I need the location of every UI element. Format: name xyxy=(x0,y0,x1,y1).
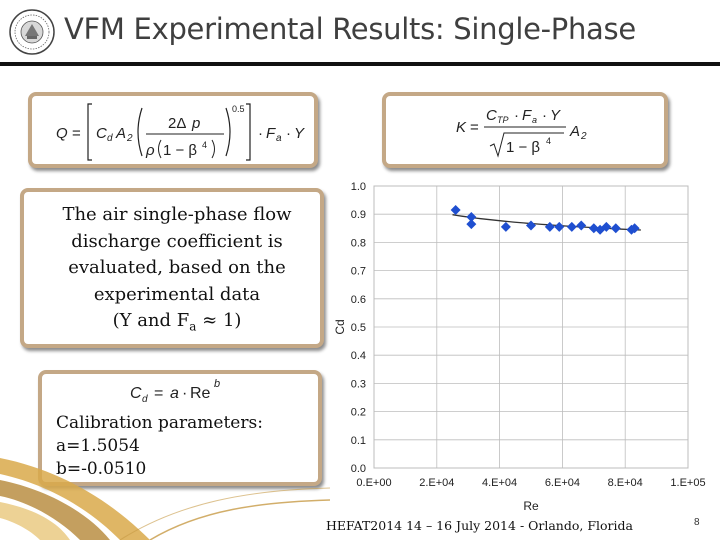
data-point xyxy=(526,220,536,231)
y-axis-ticks: 0.0 0.1 0.2 0.3 0.4 0.5 0.6 0.7 0.8 0.9 1.0 xyxy=(351,181,366,475)
svg-text:1 − β: 1 − β xyxy=(163,142,197,159)
footer-text: HEFAT2014 14 – 16 July 2014 - Orlando, F… xyxy=(326,518,633,533)
y-tick-label: 0.3 xyxy=(351,378,366,390)
description-box xyxy=(20,188,324,348)
x-tick-label: 2.E+04 xyxy=(419,477,454,489)
svg-text:C: C xyxy=(486,107,497,124)
y-tick-label: 0.6 xyxy=(351,294,366,306)
svg-text:Y: Y xyxy=(294,125,305,142)
decorative-swoosh xyxy=(0,458,330,540)
y-tick-label: 0.5 xyxy=(351,322,366,334)
data-point xyxy=(500,221,511,232)
x-tick-label: 1.E+05 xyxy=(670,477,705,489)
description-note-start: (Y and F xyxy=(112,310,190,331)
x-tick-label: 8.E+04 xyxy=(608,477,643,489)
data-point xyxy=(576,220,587,231)
flow-rate-equation-box xyxy=(28,92,318,168)
svg-text:·: · xyxy=(542,107,547,124)
param-b: b=-0.0510 xyxy=(56,459,147,479)
svg-text:Re: Re xyxy=(190,385,211,402)
svg-text:2: 2 xyxy=(580,131,587,142)
svg-text:·: · xyxy=(514,107,519,124)
data-point xyxy=(610,223,621,234)
svg-text:4: 4 xyxy=(546,136,551,146)
svg-text:b: b xyxy=(214,378,220,390)
y-tick-label: 0.2 xyxy=(351,407,366,419)
svg-text:C: C xyxy=(96,125,107,142)
svg-text:=: = xyxy=(470,119,479,136)
x-tick-label: 6.E+04 xyxy=(545,477,580,489)
calibration-box xyxy=(38,370,322,486)
svg-text:Y: Y xyxy=(550,107,561,124)
y-tick-label: 0.4 xyxy=(351,350,366,362)
svg-text:=: = xyxy=(154,385,163,402)
k-factor-equation-box xyxy=(382,92,668,168)
data-point xyxy=(466,212,477,223)
param-a: a=1.5054 xyxy=(56,436,140,456)
y-tick-label: 0.1 xyxy=(351,435,366,447)
y-tick-label: 1.0 xyxy=(351,181,366,193)
svg-text:a: a xyxy=(276,133,282,144)
data-point xyxy=(588,223,599,234)
data-point xyxy=(466,219,477,230)
university-seal-logo xyxy=(9,9,55,55)
x-tick-label: 4.E+04 xyxy=(482,477,517,489)
description-note-end: ≈ 1) xyxy=(196,310,242,331)
y-tick-label: 0.7 xyxy=(351,266,366,278)
description-text: The air single-phase flow discharge coef… xyxy=(52,202,302,340)
svg-text:0.5: 0.5 xyxy=(232,104,245,114)
svg-text:1 − β: 1 − β xyxy=(506,139,540,156)
data-point xyxy=(566,221,577,232)
svg-text:d: d xyxy=(107,133,113,144)
svg-text:a: a xyxy=(170,385,179,402)
svg-text:K: K xyxy=(456,119,467,136)
svg-text:·: · xyxy=(182,385,187,402)
data-point xyxy=(601,221,612,232)
data-point xyxy=(450,204,461,215)
svg-text:TP: TP xyxy=(497,115,509,125)
svg-text:2: 2 xyxy=(126,133,133,144)
data-point xyxy=(629,223,640,234)
svg-text:F: F xyxy=(522,107,532,124)
calibration-parameters: Calibration parameters: a=1.5054 b=-0.05… xyxy=(56,412,263,481)
svg-text:A: A xyxy=(115,125,126,142)
svg-text:a: a xyxy=(532,115,537,125)
title-underline xyxy=(0,62,720,66)
chart-grid xyxy=(373,185,689,469)
data-point xyxy=(554,221,565,232)
page-number: 8 xyxy=(694,517,700,528)
x-axis-ticks: 0.E+00 2.E+04 4.E+04 6.E+04 8.E+04 1.E+05 xyxy=(356,477,705,489)
y-tick-label: 0.0 xyxy=(351,463,366,475)
svg-text:2Δ: 2Δ xyxy=(168,115,186,132)
cd-vs-re-scatter-chart: 0.0 0.1 0.2 0.3 0.4 0.5 0.6 0.7 0.8 0.9 1.0 0.E+00… xyxy=(333,181,706,513)
slide-title: VFM Experimental Results: Single-Phase xyxy=(64,12,636,46)
svg-text:·: · xyxy=(286,125,291,142)
calibration-title: Calibration parameters: xyxy=(56,413,263,433)
svg-text:F: F xyxy=(266,125,276,142)
description-note-sub: a xyxy=(189,319,197,334)
y-tick-label: 0.9 xyxy=(351,209,366,221)
svg-text:·: · xyxy=(258,125,263,142)
x-tick-label: 0.E+00 xyxy=(356,477,391,489)
description-main: The air single-phase flow discharge coef… xyxy=(62,204,292,305)
svg-text:p: p xyxy=(191,115,200,132)
svg-text:4: 4 xyxy=(202,140,207,150)
y-axis-label: Cd xyxy=(333,319,347,334)
x-axis-label: Re xyxy=(523,499,539,513)
data-point xyxy=(544,221,555,232)
svg-text:A: A xyxy=(569,123,580,140)
svg-text:d: d xyxy=(142,394,148,405)
description-note: (Y and Fa ≈ 1) xyxy=(112,310,242,334)
svg-text:C: C xyxy=(130,385,142,402)
y-tick-label: 0.8 xyxy=(351,237,366,249)
data-points xyxy=(450,204,640,235)
svg-text:Q: Q xyxy=(56,125,68,142)
svg-text:=: = xyxy=(72,125,81,142)
svg-text:ρ: ρ xyxy=(145,142,155,159)
